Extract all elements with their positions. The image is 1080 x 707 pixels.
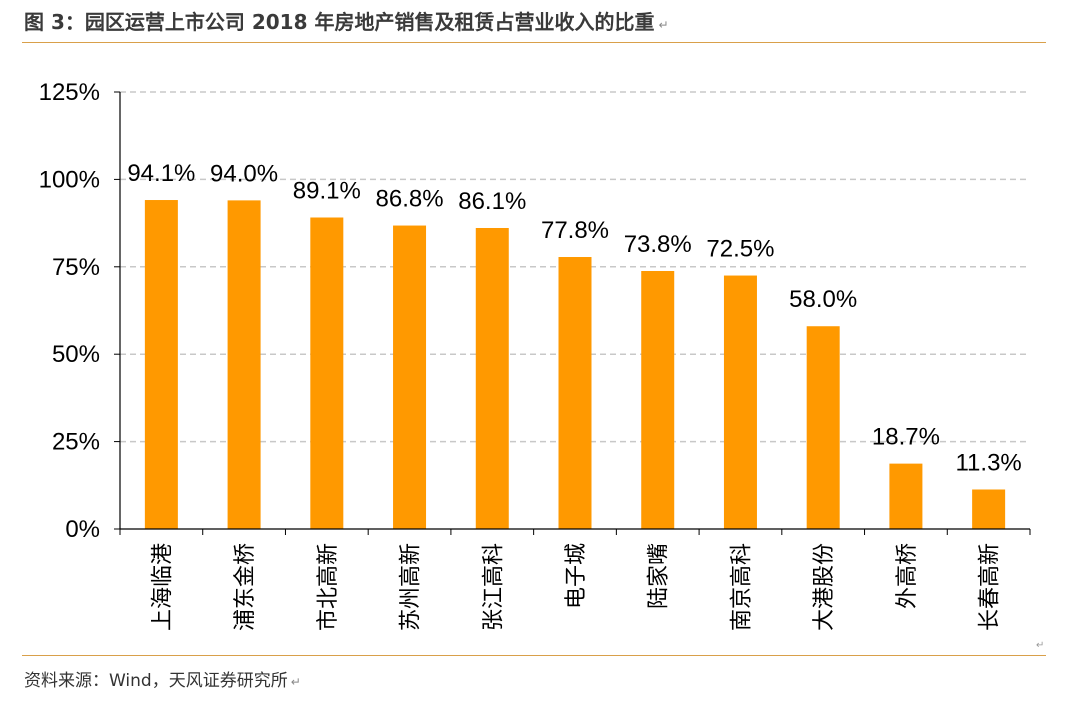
y-tick-label: 75% (52, 254, 100, 281)
source-text: 资料来源：Wind，天风证券研究所 (24, 671, 288, 691)
return-mark-icon: ↵ (290, 675, 301, 689)
category-label: 陆家嘴 (647, 543, 672, 609)
category-label: 浦东金桥 (233, 543, 258, 631)
chart-title: 图 3：园区运营上市公司 2018 年房地产销售及租赁占营业收入的比重 ↵ (24, 6, 669, 35)
data-label: 77.8% (541, 217, 609, 244)
y-tick-label: 100% (39, 166, 100, 193)
bar (558, 257, 592, 529)
category-labels: 上海临港 浦东金桥 市北高新 苏州高新 张江高科 电子城 陆家嘴 南京高科 大港股份 外高桥 长春高… (150, 543, 1002, 631)
y-tick-label: 125% (39, 79, 100, 106)
category-label: 张江高科 (481, 543, 506, 631)
bottom-divider (22, 655, 1046, 656)
bar (227, 200, 261, 529)
category-label: 苏州高新 (399, 543, 424, 631)
category-label: 上海临港 (150, 543, 175, 631)
data-label: 94.1% (127, 160, 195, 187)
category-label: 长春高新 (978, 543, 1003, 631)
data-labels: 94.1% 94.0% 89.1% 86.8% 86.1% 77.8% 73.8% 72.5%… (127, 160, 1021, 476)
bar (723, 275, 757, 529)
data-label: 72.5% (706, 236, 774, 263)
data-label: 94.0% (210, 160, 278, 187)
y-tick-label: 0% (65, 516, 100, 543)
data-label: 89.1% (293, 178, 361, 205)
category-label: 南京高科 (729, 543, 754, 631)
category-label: 市北高新 (316, 543, 341, 631)
bar (972, 489, 1006, 529)
source-note: 资料来源：Wind，天风证券研究所 ↵ (24, 666, 301, 691)
data-label: 11.3% (955, 449, 1021, 476)
category-label: 外高桥 (895, 543, 920, 609)
axes (119, 92, 1031, 535)
y-axis-ticks: 0% 25% 50% 75% 100% 125% (39, 79, 120, 543)
data-label: 73.8% (624, 231, 692, 258)
category-label: 大港股份 (812, 543, 837, 631)
bar (475, 227, 509, 530)
return-mark-icon: ↵ (1036, 640, 1045, 651)
bar (806, 326, 840, 529)
bars (144, 200, 1006, 530)
data-label: 86.1% (458, 188, 526, 215)
category-label: 电子城 (564, 543, 589, 609)
top-divider (22, 42, 1046, 43)
chart-title-text: 图 3：园区运营上市公司 2018 年房地产销售及租赁占营业收入的比重 (24, 10, 655, 34)
y-tick-label: 50% (52, 341, 100, 368)
data-label: 58.0% (789, 286, 857, 313)
data-label: 18.7% (872, 424, 940, 451)
bar (393, 225, 427, 530)
bar (889, 463, 923, 529)
y-tick-label: 25% (52, 429, 100, 456)
return-mark-icon: ↵ (658, 18, 669, 32)
bar (641, 270, 675, 529)
bar (310, 217, 344, 529)
bar (144, 200, 178, 529)
data-label: 86.8% (376, 186, 444, 213)
